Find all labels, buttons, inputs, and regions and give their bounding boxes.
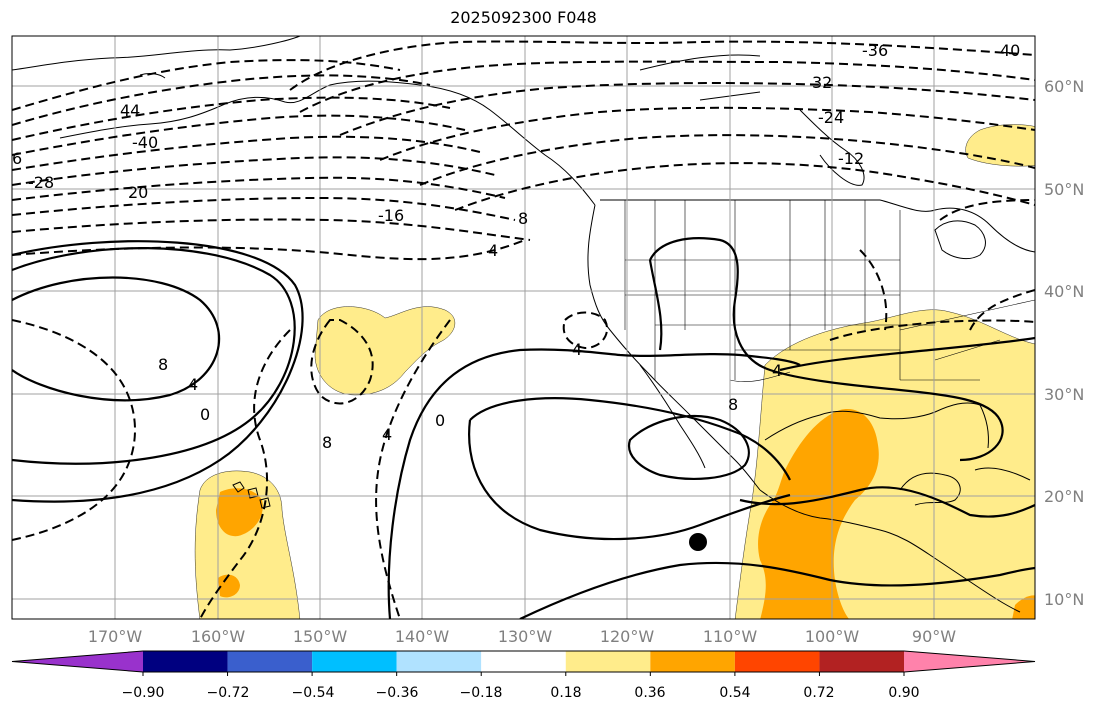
colorbar-tick-label: −0.72 (207, 685, 250, 701)
dashed-contours (12, 40, 1035, 619)
gridlines (12, 36, 1035, 619)
contour-label: 6 (12, 149, 22, 168)
contour-label: -24 (818, 108, 844, 127)
colorbar-extend-high (904, 651, 1035, 672)
longitude-label: 140°W (395, 627, 450, 646)
longitude-label: 110°W (703, 627, 758, 646)
latitude-label: 10°N (1044, 590, 1084, 609)
contour-label: -16 (378, 206, 404, 225)
contour-label: 4 (188, 375, 198, 394)
contour-label: 0 (200, 405, 210, 424)
colorbar-tick-label: −0.36 (376, 685, 419, 701)
colorbar-tick-label: −0.18 (460, 685, 503, 701)
contour-label: 40 (1000, 41, 1020, 60)
colorbar-extend-low (12, 651, 143, 672)
contour-label: -28 (28, 173, 54, 192)
colorbar-tick-label: 0.72 (803, 685, 834, 701)
longitude-label: 170°W (88, 627, 143, 646)
colorbar-segment (396, 651, 482, 672)
location-marker (689, 533, 707, 551)
map-frame (11, 35, 1036, 620)
contour-label: -36 (862, 41, 888, 60)
colorbar (11, 650, 1036, 676)
contour-label: 4 (488, 241, 498, 260)
colorbar-tick-label: 0.54 (719, 685, 750, 701)
longitude-label: 120°W (600, 627, 655, 646)
contour-label: 4 (382, 425, 392, 444)
colorbar-segment (227, 651, 313, 672)
colorbar-tick-label: 0.18 (550, 685, 581, 701)
longitude-label: 130°W (498, 627, 553, 646)
colorbar-segment (312, 651, 397, 672)
map-title: 2025092300 F048 (450, 8, 597, 27)
colorbar-segment (650, 651, 735, 672)
colorbar-segment (143, 651, 228, 672)
contour-label: 32 (812, 73, 832, 92)
contour-label: 20 (128, 183, 148, 202)
contour-labels: -36 40 32 -24 -12 44 -40 6 -28 20 -16 8 … (12, 41, 1020, 452)
contour-label: 4 (772, 361, 782, 380)
contour-label: 4 (572, 340, 582, 359)
latitude-label: 60°N (1044, 77, 1084, 96)
colorbar-segment (565, 651, 651, 672)
colorbar-tick-label: −0.90 (122, 685, 165, 701)
state-boundaries (624, 200, 1035, 383)
colorbar-segment (734, 651, 820, 672)
latitude-label: 40°N (1044, 282, 1084, 301)
contour-label: 0 (435, 411, 445, 430)
latitude-label: 30°N (1044, 385, 1084, 404)
colorbar-tick-label: 0.36 (634, 685, 665, 701)
longitude-label: 150°W (293, 627, 348, 646)
contour-label: 8 (728, 395, 738, 414)
colorbar-labels: −0.90 −0.72 −0.54 −0.36 −0.18 0.18 0.36 … (122, 685, 920, 701)
colorbar-segment (481, 651, 566, 672)
colorbar-tick-label: −0.54 (292, 685, 335, 701)
contour-label: -40 (132, 133, 158, 152)
colorbar-tick-label: 0.90 (888, 685, 919, 701)
colorbar-segment (819, 651, 904, 672)
contour-label: 8 (518, 209, 528, 228)
contour-label: -12 (838, 149, 864, 168)
latitude-label: 20°N (1044, 487, 1084, 506)
contour-label: 8 (158, 355, 168, 374)
contour-label: 44 (120, 101, 140, 120)
longitude-label: 90°W (912, 627, 956, 646)
longitude-axis: 170°W 160°W 150°W 140°W 130°W 120°W 110°… (88, 627, 956, 646)
latitude-axis: 60°N 50°N 40°N 30°N 20°N 10°N (1044, 77, 1084, 609)
latitude-label: 50°N (1044, 180, 1084, 199)
longitude-label: 100°W (805, 627, 860, 646)
shading-mid (216, 409, 1035, 619)
contour-label: 8 (322, 433, 332, 452)
longitude-label: 160°W (191, 627, 246, 646)
solid-contours (12, 237, 1035, 619)
